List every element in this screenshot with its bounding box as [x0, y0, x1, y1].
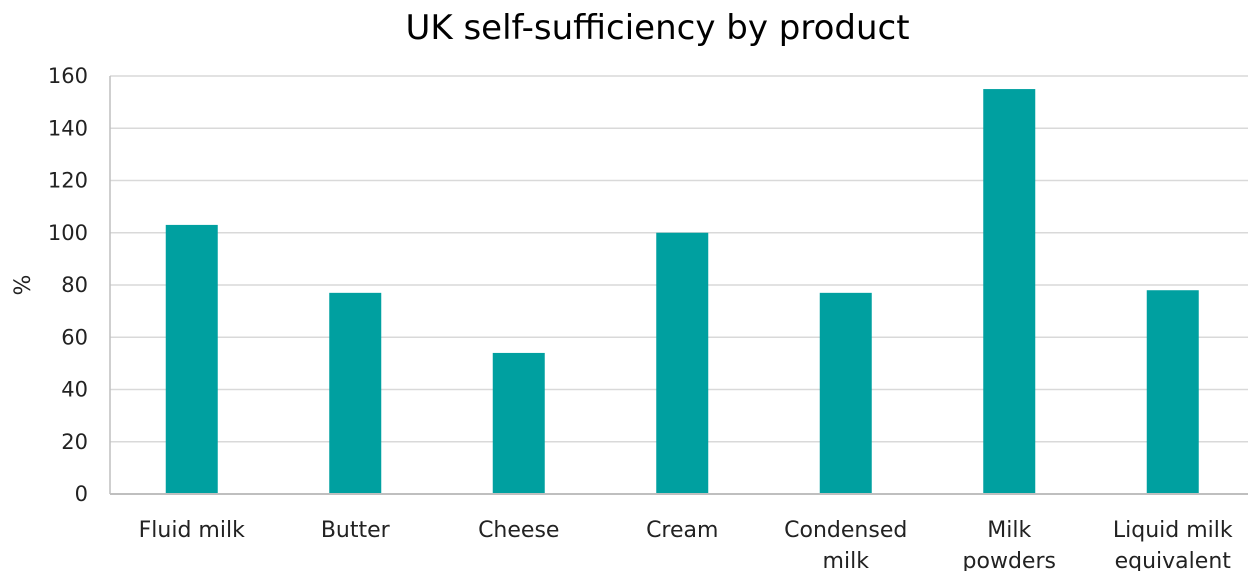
- bars: [165, 89, 1199, 494]
- y-tick-label: 160: [48, 64, 88, 88]
- y-tick-label: 60: [61, 325, 88, 349]
- y-tick-label: 100: [48, 221, 88, 245]
- bar: [492, 352, 545, 494]
- y-tick-label: 20: [61, 430, 88, 454]
- x-tick-label: Condensed: [784, 518, 907, 543]
- y-tick-label: 0: [75, 482, 88, 506]
- x-tick-label: Cheese: [478, 518, 559, 543]
- chart-title: UK self-sufficiency by product: [405, 8, 910, 48]
- bar: [983, 89, 1036, 494]
- bar: [656, 232, 709, 494]
- bar: [819, 292, 872, 494]
- y-tick-label: 80: [61, 273, 88, 297]
- y-tick-label: 140: [48, 116, 88, 140]
- y-tick-label: 40: [61, 378, 88, 402]
- labels: 0 20 40 60 80 100 120 140 160 Fluid milk Butter Che…: [48, 64, 1233, 571]
- y-tick-label: 120: [48, 169, 88, 193]
- x-tick-label: powders: [963, 549, 1056, 571]
- bar: [165, 224, 218, 494]
- x-tick-label: milk: [823, 549, 870, 571]
- axes: [109, 76, 1248, 495]
- y-axis-title: %: [11, 275, 36, 296]
- x-tick-label: Fluid milk: [139, 518, 245, 543]
- x-tick-label: Liquid milk: [1113, 518, 1233, 543]
- x-tick-label: Butter: [321, 518, 391, 543]
- x-tick-label: Milk: [987, 518, 1031, 543]
- bar: [329, 292, 382, 494]
- bar: [1146, 290, 1199, 494]
- x-tick-label: equivalent: [1115, 549, 1232, 571]
- x-tick-label: Cream: [646, 518, 718, 543]
